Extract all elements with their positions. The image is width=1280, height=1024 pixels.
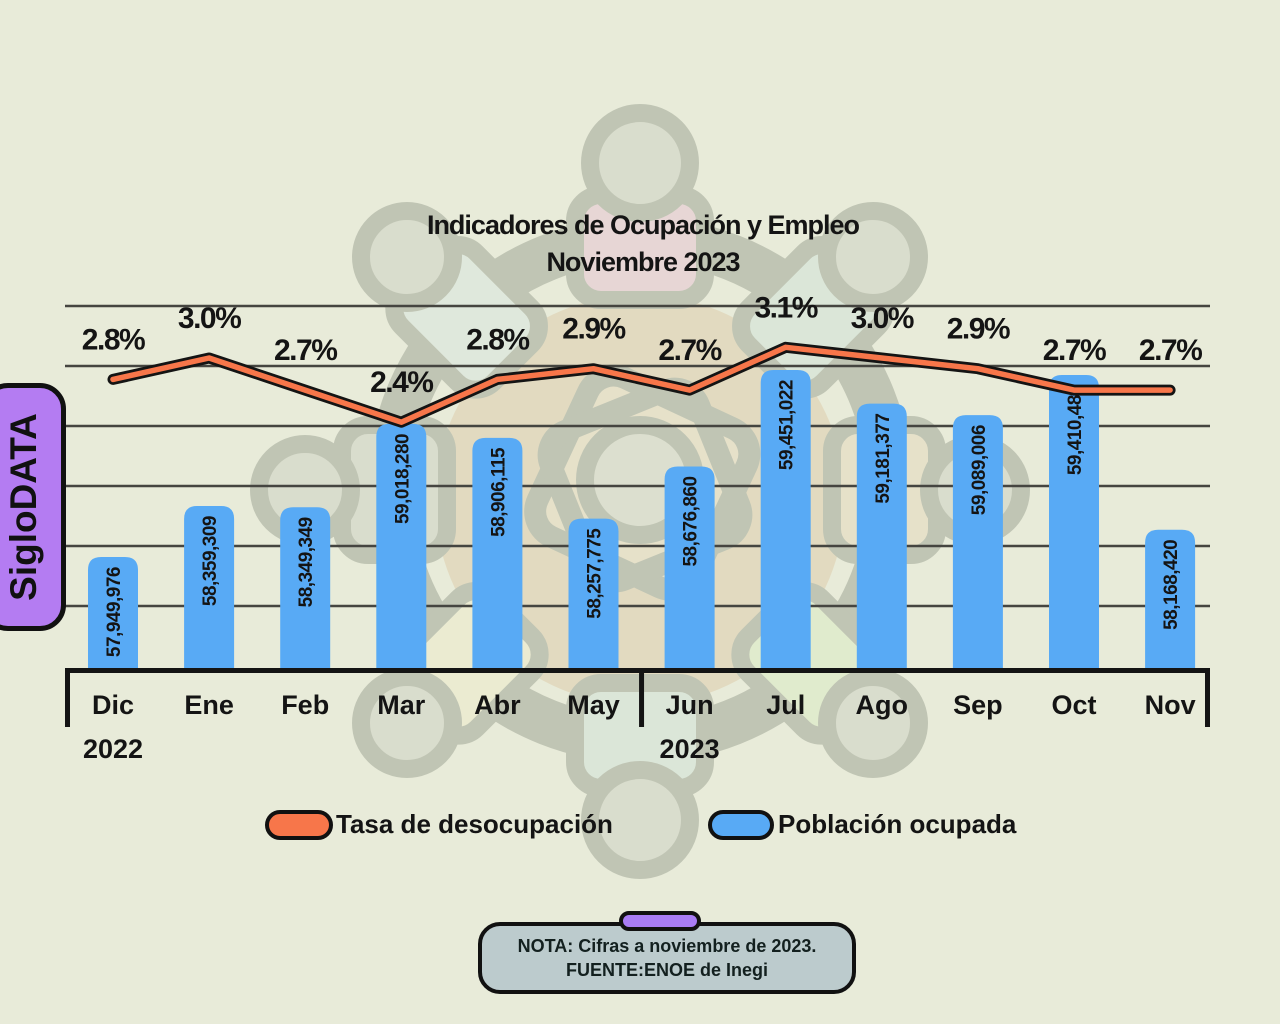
chart-title-line2: Noviembre 2023 [546,247,740,277]
axis-edge-tick [65,668,70,727]
bar-May [568,518,619,670]
month-label-Ago: Ago [856,690,908,720]
month-label-Feb: Feb [281,690,329,720]
year-label-2022: 2022 [83,734,143,764]
bar-value-label: 59,410,486 [1065,385,1086,475]
rate-label: 3.0% [178,302,241,335]
line-series [107,341,1176,428]
bar-Nov [1145,529,1196,670]
bar-Feb [280,507,331,670]
legend-swatch-tasa [265,810,333,840]
bar-Ene [184,506,235,670]
month-label-Jun: Jun [666,690,714,720]
bar-Mar [376,423,427,670]
rate-label: 2.7% [274,334,337,367]
x-axis: 2022 2023 Dic Ene Feb Mar Abr May Jun Jul Ago Sep Oc… [65,668,1210,764]
bar-Jun [664,466,715,670]
note-line1: NOTA: Cifras a noviembre de 2023. [517,935,817,956]
bar-value-label: 58,676,860 [681,476,702,566]
note-box-tab [619,911,701,931]
bar-value-label: 58,257,775 [585,528,606,619]
chart-title: Indicadores de Ocupación y Empleo Noviem… [343,207,943,281]
legend-label-tasa: Tasa de desocupación [336,809,613,839]
month-label-Ene: Ene [184,690,234,720]
bar-value-label: 57,949,976 [104,567,125,657]
bar-value-label: 59,451,022 [777,380,798,470]
year-separator-tick [639,668,645,727]
bar-value-label: 59,018,280 [392,434,413,524]
bar-series: 57,949,976 58,359,309 58,349,349 59,018,280… [88,370,1196,670]
bar-Jul [760,370,811,670]
rate-label: 2.7% [1139,334,1202,367]
x-axis-line [65,668,1210,673]
month-label-Mar: Mar [377,690,426,720]
legend-swatch-poblacion [708,810,774,840]
legend-label-poblacion: Población ocupada [778,809,1017,839]
axis-edge-tick [1205,668,1210,727]
month-label-Dic: Dic [92,690,134,720]
bar-value-label: 58,906,115 [488,447,509,537]
siglodata-badge: SigloDATA [0,383,66,631]
bar-Abr [472,437,523,670]
gridlines [65,304,1210,608]
rate-label: 3.1% [755,291,818,324]
rate-line [110,344,1173,425]
bar-Oct [1049,375,1099,670]
bar-value-label: 59,089,006 [969,425,990,515]
month-label-Nov: Nov [1145,690,1196,720]
rate-label: 2.9% [947,313,1010,346]
bar-value-label: 59,181,377 [873,414,894,504]
note-box: NOTA: Cifras a noviembre de 2023. FUENTE… [478,922,856,994]
bar-Sep [952,415,1003,670]
rate-label: 2.7% [1043,334,1106,367]
chart-legend: Tasa de desocupación Población ocupada [0,806,1280,850]
rate-label: 2.4% [370,366,433,399]
rate-label: 2.7% [658,334,721,367]
rate-label: 3.0% [851,302,914,335]
siglodata-badge-label: SigloDATA [3,413,44,601]
month-label-Jul: Jul [766,690,805,720]
chart-title-line1: Indicadores de Ocupación y Empleo [426,210,860,240]
data-labels: 2.8% 3.0% 2.7% 2.4% 2.8% 2.9% 2.7% 3.1% 3.0% 2.9%… [82,291,1204,399]
month-label-Abr: Abr [474,690,521,720]
bar-Dic [88,557,138,670]
month-label-May: May [567,690,620,720]
year-label-2023: 2023 [660,734,720,764]
month-label-Sep: Sep [953,690,1003,720]
rate-label: 2.9% [562,313,625,346]
bar-Ago [856,403,907,670]
rate-label: 2.8% [82,323,145,356]
bar-value-label: 58,349,349 [296,517,317,607]
month-label-Oct: Oct [1051,690,1096,720]
bar-value-label: 58,168,420 [1161,540,1182,630]
rate-label: 2.8% [466,323,529,356]
note-line2: FUENTE:ENOE de Inegi [565,959,769,980]
bar-value-label: 58,359,309 [200,516,221,606]
